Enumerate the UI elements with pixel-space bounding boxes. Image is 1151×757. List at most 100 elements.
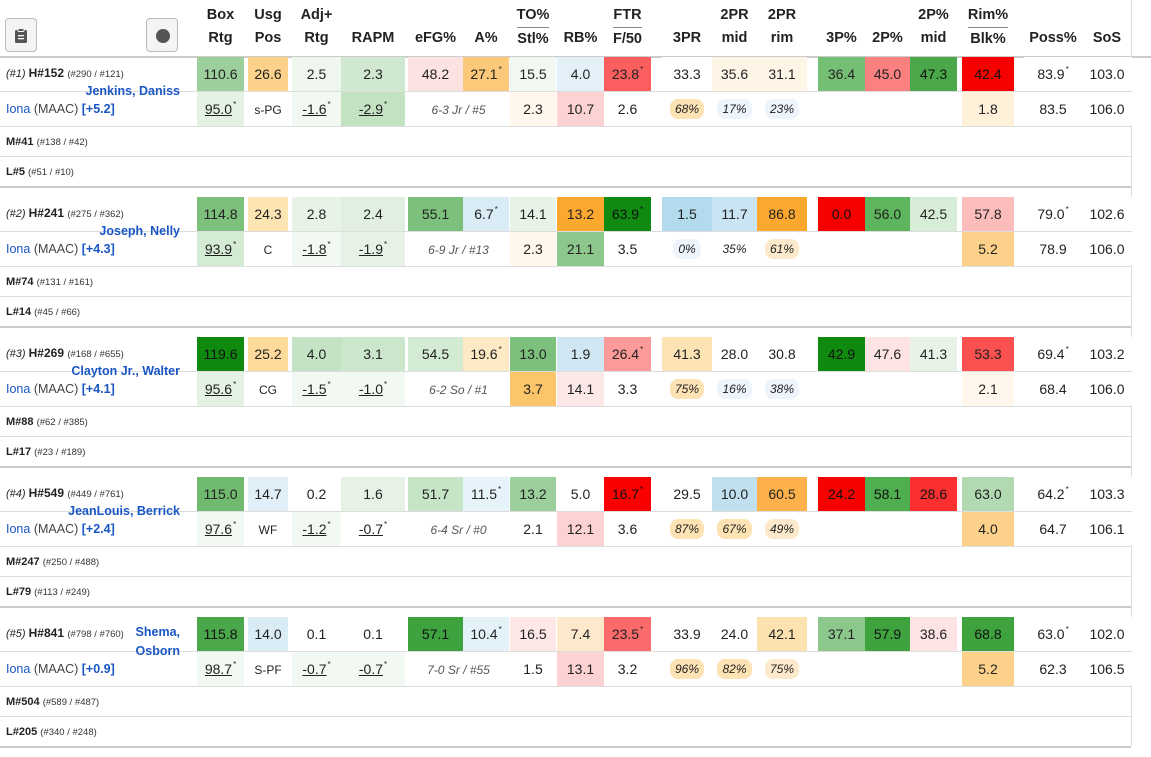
- 3pr-stat-cell: 33.9: [662, 617, 712, 651]
- player-name-link[interactable]: Shema, Osborn: [135, 625, 180, 658]
- stat-value: 63.0: [974, 486, 1002, 502]
- header-2p[interactable]: 2P%: [865, 4, 910, 50]
- copy-button[interactable]: [5, 18, 37, 52]
- estimate-marker: *: [498, 485, 502, 494]
- header-bottom-label: 3PR: [672, 30, 702, 46]
- stat-value: 0.1: [363, 626, 383, 642]
- stat-value: 56.0: [873, 206, 902, 222]
- player-name-link[interactable]: Jenkins, Daniss: [85, 84, 181, 98]
- overall-rank: (#5): [6, 628, 29, 640]
- m-rank-line: M#74 (#131 / #161): [6, 267, 93, 298]
- adj-rtg-stat-cell: 4.0: [292, 337, 341, 371]
- m-rank-line: M#41 (#138 / #42): [6, 127, 88, 158]
- row-divider: [0, 436, 1131, 437]
- m-rank-sub: (#250 / #488): [42, 557, 100, 568]
- header-3p[interactable]: 3P%: [818, 4, 865, 50]
- header-to-stl[interactable]: TO% Stl%: [510, 4, 556, 51]
- estimate-marker: *: [327, 100, 331, 109]
- team-link[interactable]: Iona: [6, 102, 34, 116]
- team-link[interactable]: Iona: [6, 382, 34, 396]
- 2p-stat-cell: 45.0: [865, 57, 910, 91]
- stat-value: 63.0: [1037, 626, 1065, 642]
- 3pr-stat-cell: 1.5: [662, 197, 712, 231]
- shot-share-pill: 23%: [764, 99, 800, 119]
- stat-value: 42.4: [974, 66, 1002, 82]
- header-rapm[interactable]: RAPM: [341, 4, 405, 50]
- header-2pr-mid[interactable]: 2PR mid: [712, 4, 757, 50]
- player-name-link[interactable]: JeanLouis, Berrick: [68, 504, 180, 518]
- stat-value: 41.3: [673, 346, 701, 362]
- header-ast[interactable]: A%: [463, 4, 509, 50]
- stat-value: 7.4: [570, 626, 591, 642]
- box-rtg-stat-cell: 119.6: [197, 337, 244, 371]
- stat-value: -0.7: [358, 521, 383, 537]
- header-bottom-label: 3P%: [826, 30, 857, 46]
- header-adj-rtg[interactable]: Adj+ Rtg: [292, 4, 341, 50]
- header-ftr-f50[interactable]: FTR F/50: [604, 4, 651, 51]
- record-button[interactable]: [146, 18, 178, 52]
- shot-share-pill: 75%: [764, 659, 800, 679]
- stat-value: 16.7: [611, 486, 640, 502]
- rb-stat-cell: 7.4: [557, 617, 604, 651]
- header-top-label: TO%: [510, 4, 556, 28]
- header-box-rtg[interactable]: Box Rtg: [197, 4, 244, 50]
- 2p-stat-cell-sub: [865, 652, 910, 686]
- header-bottom-label: Poss%: [1029, 30, 1077, 46]
- stat-value: 106.0: [1089, 241, 1125, 257]
- header-usg-pos[interactable]: Usg Pos: [248, 4, 288, 50]
- poss-stat-cell-sub: 64.7: [1024, 512, 1082, 546]
- m-rank: M#88: [6, 416, 37, 428]
- header-rb[interactable]: RB%: [557, 4, 604, 50]
- header-3pr[interactable]: 3PR: [662, 4, 712, 50]
- conference: (MAAC): [33, 102, 82, 116]
- header-top-label: [865, 4, 910, 27]
- usg-pos-stat-cell-sub: s-PG: [248, 92, 288, 126]
- h-rank-sub: (#168 / #655): [67, 349, 124, 360]
- poss-stat-cell: 83.9*: [1024, 57, 1082, 91]
- rapm-stat-cell: 2.4: [341, 197, 405, 231]
- team-link[interactable]: Iona: [6, 522, 34, 536]
- stat-value: 15.5: [519, 66, 547, 82]
- efg-stat-cell-sub: 7-0 Sr / #55: [408, 652, 509, 686]
- conference: (MAAC): [33, 522, 82, 536]
- header-2pr-rim[interactable]: 2PR rim: [757, 4, 807, 50]
- player-name-link[interactable]: Clayton Jr., Walter: [71, 364, 180, 378]
- row-divider: [0, 576, 1131, 577]
- l-rank: L#205: [6, 726, 41, 738]
- conference: (MAAC): [33, 662, 82, 676]
- team-link[interactable]: Iona: [6, 662, 34, 676]
- player-name-link[interactable]: Joseph, Nelly: [99, 224, 180, 238]
- estimate-marker: *: [498, 65, 502, 74]
- stat-value: 63.9: [611, 206, 640, 222]
- h-rank-sub: (#449 / #761): [67, 489, 124, 500]
- m-rank: M#504: [6, 696, 43, 708]
- rim-blk-stat-cell-sub: 1.8: [962, 92, 1014, 126]
- header-rim-blk[interactable]: Rim% Blk%: [962, 4, 1014, 51]
- m-rank-sub: (#62 / #385): [36, 417, 88, 428]
- player-height-class-number: 6-4 Sr / #0: [430, 523, 487, 537]
- l-rank-line: L#5 (#51 / #10): [6, 157, 74, 188]
- team-line: Iona (MAAC) [+2.4]: [6, 512, 115, 546]
- header-poss[interactable]: Poss%: [1024, 4, 1082, 50]
- l-rank: L#5: [6, 166, 29, 178]
- stat-value: 24.2: [827, 486, 856, 502]
- sos-stat-cell: 103.3: [1082, 477, 1132, 511]
- shot-share-pill: 35%: [717, 239, 752, 259]
- stat-value: 16.5: [519, 626, 547, 642]
- stat-value: 103.2: [1089, 346, 1125, 362]
- stat-value: 1.5: [677, 206, 697, 222]
- row-divider: [0, 126, 1131, 127]
- header-efg[interactable]: eFG%: [408, 4, 463, 50]
- header-sos[interactable]: SoS: [1082, 4, 1132, 50]
- m-rank-line: M#247 (#250 / #488): [6, 547, 99, 578]
- stat-value: 106.1: [1089, 521, 1125, 537]
- team-link[interactable]: Iona: [6, 242, 34, 256]
- ftr-f50-stat-cell: 23.5*: [604, 617, 651, 651]
- h-rank: H#549: [28, 486, 68, 500]
- header-bottom-label: A%: [474, 30, 498, 46]
- row-divider: [0, 326, 1131, 328]
- header-2p-mid[interactable]: 2P% mid: [910, 4, 957, 50]
- l-rank-sub: (#113 / #249): [34, 587, 90, 598]
- rb-stat-cell: 1.9: [557, 337, 604, 371]
- rim-blk-stat-cell-sub: 4.0: [962, 512, 1014, 546]
